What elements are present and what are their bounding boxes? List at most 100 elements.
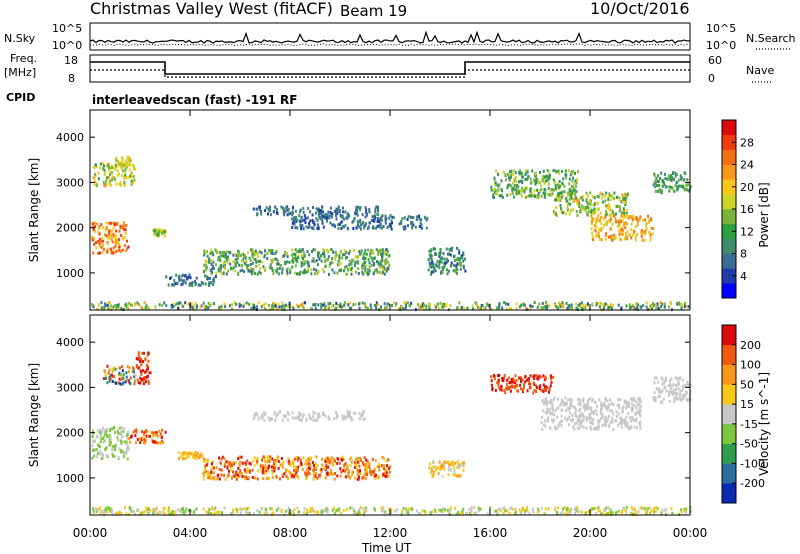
power-cell-13 [555,305,558,309]
power-cell-13 [606,304,609,308]
velocity-cell-6 [343,417,346,421]
power-cell-13 [636,306,638,309]
velocity-cell-3 [145,363,148,367]
power-cell-9 [547,182,550,186]
power-cell-11 [600,229,602,233]
power-cell-8 [438,260,441,263]
velocity-cell-4 [328,461,331,465]
power-colorbar-label: Power [dB] [757,182,771,247]
power-cell-9 [543,188,546,191]
power-cell-0 [110,233,113,237]
power-cell-9 [524,173,527,176]
power-cell-11 [626,214,629,218]
velocity-cell-9 [579,398,582,402]
power-cell-1 [111,171,114,175]
power-cell-4 [382,249,385,253]
velocity-cell-6 [305,419,308,422]
velocity-cell-11 [184,510,187,513]
velocity-cell-4 [218,456,220,460]
power-cell-7 [329,221,332,225]
power-cell-5 [176,281,179,285]
velocity-cell-11 [460,510,463,514]
velocity-cell-11 [272,511,275,515]
power-cell-13 [591,302,594,306]
velocity-cell-9 [620,417,623,421]
velocity-cell-10 [669,390,672,394]
power-cell-4 [320,259,323,263]
power-cell-6 [267,212,269,216]
power-cell-4 [368,265,371,269]
velocity-cell-4 [220,468,223,472]
power-cell-4 [269,250,272,254]
velocity-cell-11 [649,511,652,515]
power-cell-4 [255,264,258,268]
power-cell-11 [597,231,600,235]
power-cell-7 [311,226,314,230]
power-cell-13 [631,304,634,308]
power-cell-13 [542,306,545,309]
velocity-cell-11 [183,511,186,515]
velocity-cell-6 [341,414,344,418]
power-cell-10 [611,194,613,197]
power-cell-13 [578,302,581,306]
velocity-cell-9 [552,409,555,412]
velocity-cell-8 [520,380,523,384]
velocity-cell-9 [638,402,640,406]
power-cell-9 [541,179,544,183]
velocity-cell-9 [556,415,559,419]
velocity-cell-4 [365,468,368,472]
velocity-cell-9 [560,400,563,404]
velocity-cell-11 [386,512,389,516]
velocity-cell-8 [527,377,530,380]
power-cell-9 [495,192,497,196]
power-cell-9 [544,192,547,196]
velocity-cell-4 [235,476,238,479]
velocity-cell-3 [137,357,139,361]
power-cell-7 [344,224,347,227]
power-cell-10 [581,204,584,208]
power-cell-6 [287,212,290,216]
power-cell-6 [283,211,286,215]
power-cell-13 [485,302,488,306]
velocity-cell-11 [388,507,391,511]
power-cell-10 [618,198,621,202]
power-cell-13 [678,302,681,306]
power-cell-4 [292,252,295,256]
x-axis-label: Time UT [361,541,412,554]
velocity-cell-9 [631,398,634,402]
velocity-cell-4 [216,474,219,478]
colorbar-swatch-4 [722,223,736,239]
velocity-cell-8 [503,374,506,377]
velocity-cell-0 [120,426,123,430]
velocity-cell-8 [491,387,494,391]
power-cell-12 [674,171,677,175]
power-cell-13 [510,307,513,311]
power-cell-11 [640,230,643,234]
velocity-cell-7 [458,463,461,467]
power-cell-11 [632,214,635,218]
power-cell-0 [118,245,121,249]
velocity-cell-4 [309,465,312,469]
power-cell-10 [578,202,581,206]
velocity-cell-4 [230,468,233,472]
power-cell-11 [621,233,624,237]
velocity-cell-4 [237,457,240,460]
power-cell-13 [124,303,127,307]
power-cell-8 [446,268,449,272]
velocity-cell-4 [362,476,365,480]
velocity-cell-5 [193,453,196,457]
power-cell-8 [428,261,431,265]
velocity-cell-10 [658,390,661,394]
power-cell-10 [577,199,580,203]
velocity-cell-10 [678,395,681,399]
power-cell-1 [111,176,114,180]
power-cell-13 [281,304,284,308]
power-cell-13 [350,306,353,310]
velocity-cell-0 [100,437,103,441]
velocity-cell-9 [607,405,610,409]
velocity-cell-9 [578,422,581,426]
power-cell-1 [130,179,133,183]
velocity-cell-4 [274,460,277,464]
velocity-cell-11 [132,510,135,513]
power-cell-7 [366,227,369,231]
